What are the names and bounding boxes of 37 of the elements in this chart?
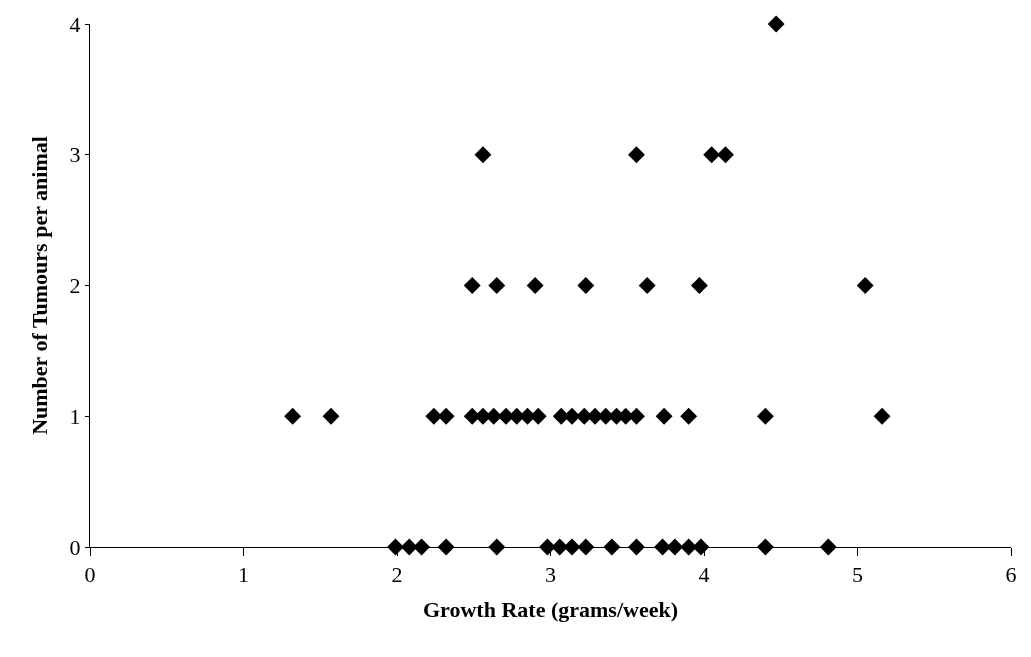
point <box>284 407 302 425</box>
point <box>526 277 544 294</box>
point <box>767 15 785 33</box>
x-tick-label: 4 <box>698 562 710 588</box>
point <box>463 277 481 294</box>
point <box>717 146 734 164</box>
y-tick-label: 3 <box>69 142 81 168</box>
point <box>819 538 837 556</box>
point <box>655 407 673 425</box>
point <box>638 277 656 294</box>
point <box>577 538 595 556</box>
y-tick-label: 0 <box>69 534 81 560</box>
point <box>603 538 621 556</box>
y-axis-title: Number of Tumours per animal <box>27 136 53 435</box>
point <box>437 538 455 556</box>
point <box>628 146 645 164</box>
x-tick-label: 6 <box>1005 562 1017 588</box>
x-tick-label: 5 <box>852 562 863 588</box>
y-tick-label: 4 <box>69 11 81 37</box>
point <box>756 538 774 556</box>
x-tick-label: 2 <box>391 562 403 588</box>
y-tick-label: 2 <box>69 273 81 299</box>
x-tick-label: 1 <box>238 562 249 588</box>
point <box>856 277 874 294</box>
point <box>488 277 506 294</box>
point <box>488 538 506 556</box>
point <box>703 146 721 164</box>
point <box>690 277 708 294</box>
x-tick-label: 3 <box>545 562 556 588</box>
point <box>680 407 698 425</box>
point <box>474 146 492 164</box>
y-tick-label: 1 <box>69 403 81 429</box>
x-axis-title: Growth Rate (grams/week) <box>423 597 678 623</box>
point <box>322 407 340 425</box>
point <box>756 407 774 425</box>
point <box>873 407 891 425</box>
point <box>577 277 595 294</box>
